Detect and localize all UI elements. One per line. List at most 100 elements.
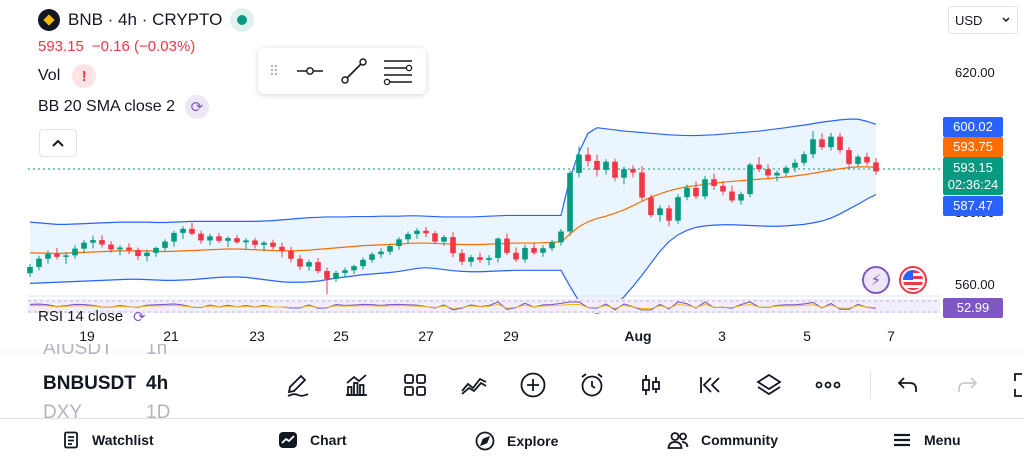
lightning-event-icon[interactable]: ⚡ (862, 266, 890, 294)
candle (657, 205, 663, 222)
collapse-legend-button[interactable] (39, 129, 77, 157)
candle (396, 237, 402, 250)
fib-retracement-icon[interactable] (376, 53, 420, 89)
candle (693, 181, 699, 199)
rsi-tag: 52.99 (943, 298, 1003, 318)
candle (855, 154, 861, 168)
bb-band-fill (30, 119, 876, 314)
candle (612, 158, 618, 182)
drag-handle-icon[interactable]: ⠿ (268, 62, 279, 79)
drawing-toolbar[interactable]: ⠿ (258, 48, 426, 94)
bnb-logo-icon (38, 9, 60, 31)
candle (846, 147, 852, 167)
undo-icon[interactable] (891, 368, 925, 402)
candle (252, 237, 258, 249)
menu-icon (894, 433, 910, 447)
grid-icon[interactable] (398, 368, 432, 402)
pencil-icon[interactable] (280, 368, 314, 402)
candle (333, 270, 339, 282)
nav-chart[interactable]: Chart (278, 431, 347, 449)
plus-circle-icon[interactable] (516, 368, 550, 402)
rsi-ma-line (29, 304, 877, 309)
more-icon[interactable] (811, 368, 845, 402)
candle (387, 243, 393, 255)
candle (675, 194, 681, 225)
warning-icon[interactable]: ! (72, 64, 97, 88)
nav-watchlist[interactable]: Watchlist (62, 431, 154, 449)
time-tick: 19 (79, 328, 95, 344)
bb-lower-tag: 587.47 (943, 196, 1003, 216)
trend-line-icon[interactable] (332, 53, 376, 89)
candle (792, 159, 798, 173)
chevron-down-icon (1002, 17, 1010, 23)
time-tick: Aug (624, 328, 652, 344)
candle (117, 245, 123, 256)
price-tick: 620.00 (955, 65, 995, 80)
refresh-icon[interactable]: ⟳ (184, 95, 209, 119)
candle (720, 181, 726, 196)
bb-label: BB 20 SMA close 2 (38, 98, 175, 115)
currency-select[interactable]: USD (948, 6, 1018, 34)
watchlist-icon (64, 431, 78, 449)
candle (477, 252, 483, 263)
candle (144, 249, 150, 262)
currency-value: USD (955, 12, 983, 28)
nav-explore[interactable]: Explore (475, 431, 558, 451)
candle (405, 231, 411, 244)
symbol-title: BNB · 4h · CRYPTO (68, 10, 223, 29)
symbol-row[interactable]: DXY 1D (43, 402, 171, 420)
indicators-icon[interactable] (457, 368, 491, 402)
candle (72, 245, 78, 259)
candle (306, 259, 312, 271)
candle (351, 264, 357, 275)
candle (873, 157, 879, 175)
candle (171, 230, 177, 247)
nav-community[interactable]: Community (667, 431, 778, 449)
time-tick: 5 (803, 328, 811, 344)
candle (27, 263, 33, 278)
time-tick: 3 (718, 328, 726, 344)
symbol-row-active[interactable]: BNBUSDT 4h (43, 373, 169, 394)
symbol-row[interactable]: AIUSDT 1h (43, 344, 168, 359)
candle (288, 246, 294, 263)
bb-lower-line (29, 193, 877, 314)
candle (153, 246, 159, 257)
candle (45, 250, 51, 264)
bollinger-legend[interactable]: BB 20 SMA close 2 ⟳ (38, 95, 209, 119)
candle (486, 254, 492, 266)
candle (342, 267, 348, 278)
candle (162, 239, 168, 252)
nav-menu[interactable]: Menu (892, 431, 961, 449)
candle (360, 257, 366, 270)
time-tick: 23 (249, 328, 265, 344)
candle (819, 133, 825, 150)
candle (36, 255, 42, 271)
redo-icon[interactable] (950, 368, 984, 402)
candle (216, 232, 222, 244)
rsi-refresh-icon[interactable]: ⟳ (133, 309, 146, 321)
chart-toolbar[interactable] (280, 366, 1024, 404)
horizontal-ray-icon[interactable] (288, 53, 332, 89)
candles-icon[interactable] (634, 368, 668, 402)
volume-indicator-legend[interactable]: Vol ! (38, 64, 97, 88)
alarm-icon[interactable] (575, 368, 609, 402)
candle (828, 132, 834, 151)
fullscreen-icon[interactable] (1009, 368, 1024, 402)
candle (837, 132, 843, 154)
candle (648, 194, 654, 218)
candle (414, 228, 420, 239)
replay-icon[interactable] (693, 368, 727, 402)
candle (639, 166, 645, 201)
rsi-legend[interactable]: RSI 14 close ⟳ (38, 308, 146, 321)
bar-chart-icon[interactable] (339, 368, 373, 402)
candle (378, 248, 384, 258)
us-flag-event-icon[interactable] (899, 266, 927, 294)
candle (108, 241, 114, 253)
symbol-header[interactable]: BNB · 4h · CRYPTO (38, 8, 255, 32)
layers-icon[interactable] (752, 368, 786, 402)
candle (189, 222, 195, 236)
last-price: 593.15 (38, 38, 84, 55)
candle (207, 233, 213, 246)
symbol-switcher[interactable]: AIUSDT 1h BNBUSDT 4h DXY 1D (38, 344, 178, 420)
